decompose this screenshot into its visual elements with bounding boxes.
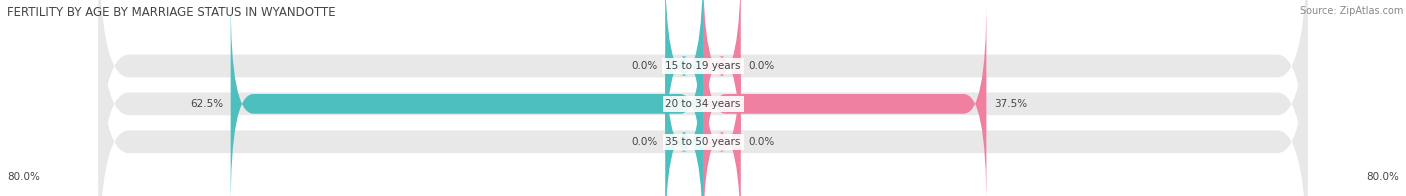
Text: 0.0%: 0.0% [748, 137, 775, 147]
Text: 37.5%: 37.5% [994, 99, 1026, 109]
Text: 80.0%: 80.0% [1367, 172, 1399, 182]
FancyBboxPatch shape [703, 38, 741, 196]
Text: FERTILITY BY AGE BY MARRIAGE STATUS IN WYANDOTTE: FERTILITY BY AGE BY MARRIAGE STATUS IN W… [7, 6, 336, 19]
FancyBboxPatch shape [98, 0, 1308, 196]
FancyBboxPatch shape [98, 2, 1308, 196]
Text: 35 to 50 years: 35 to 50 years [665, 137, 741, 147]
Text: Source: ZipAtlas.com: Source: ZipAtlas.com [1299, 6, 1403, 16]
FancyBboxPatch shape [703, 0, 741, 170]
Text: 0.0%: 0.0% [631, 137, 658, 147]
Text: 80.0%: 80.0% [7, 172, 39, 182]
Text: 0.0%: 0.0% [631, 61, 658, 71]
Text: 15 to 19 years: 15 to 19 years [665, 61, 741, 71]
FancyBboxPatch shape [665, 38, 703, 196]
FancyBboxPatch shape [98, 0, 1308, 196]
FancyBboxPatch shape [665, 0, 703, 170]
FancyBboxPatch shape [231, 0, 703, 196]
Text: 20 to 34 years: 20 to 34 years [665, 99, 741, 109]
FancyBboxPatch shape [703, 0, 987, 196]
Text: 62.5%: 62.5% [190, 99, 224, 109]
Text: 0.0%: 0.0% [748, 61, 775, 71]
